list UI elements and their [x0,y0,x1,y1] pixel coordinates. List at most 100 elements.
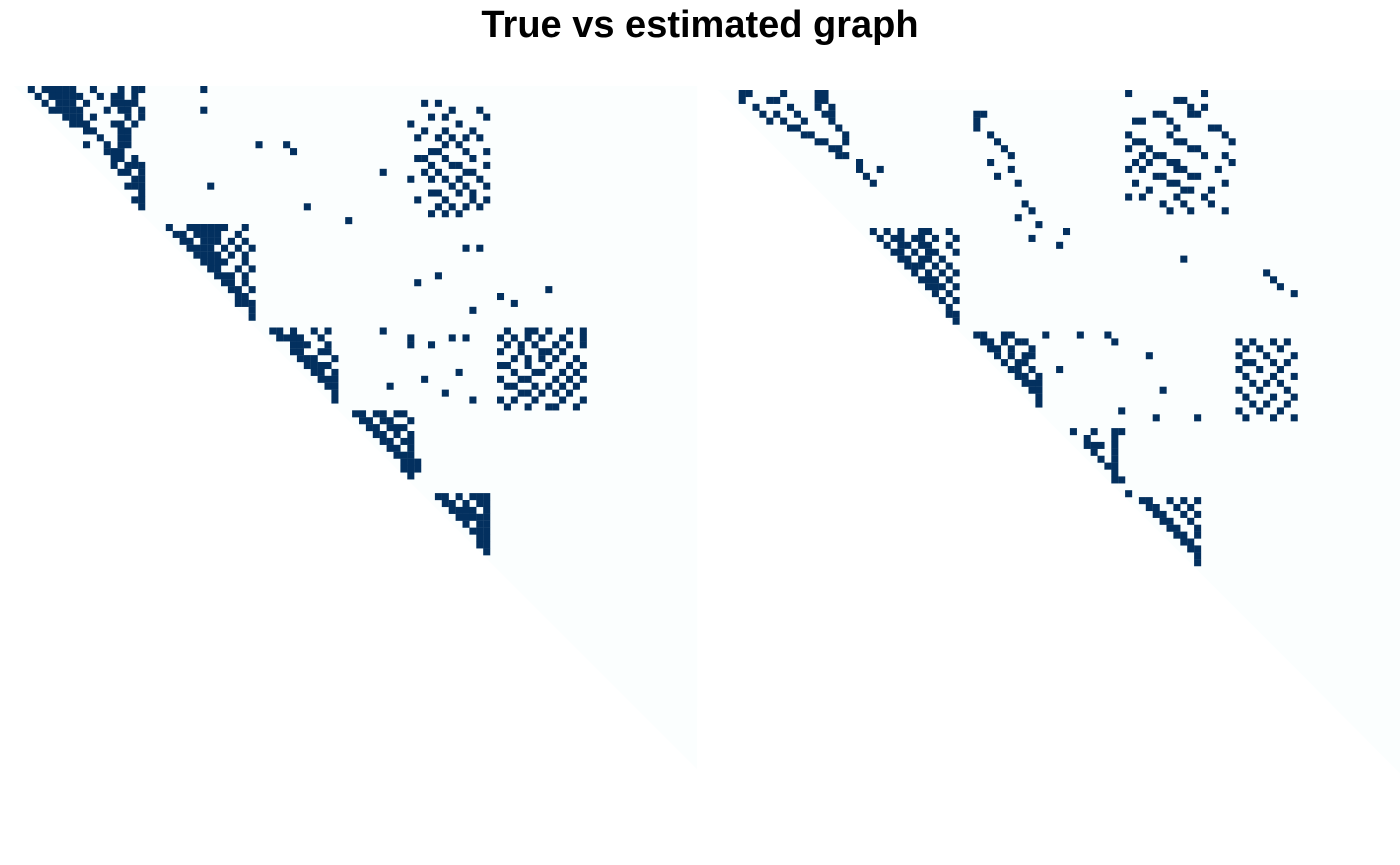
edge-cell [483,534,491,542]
edge-cell [359,410,367,418]
edge-cell [386,444,394,452]
edge-cell [200,244,208,252]
edge-cell [1249,379,1257,387]
edge-cell [434,134,442,142]
edge-cell [69,113,77,121]
edge-cell [455,513,463,521]
edge-cell [103,106,111,114]
edge-cell [448,182,456,190]
edge-cell [117,155,125,163]
edge-cell [407,120,415,128]
edge-cell [897,234,905,242]
edge-cell [248,299,256,307]
edge-cell [207,237,215,245]
edge-cell [1187,186,1195,194]
edge-cell [1242,359,1250,367]
edge-cell [1145,497,1153,505]
edge-cell [283,334,291,342]
edge-cell [1063,228,1071,236]
edge-cell [441,210,449,218]
edge-cell [55,106,63,114]
edge-cell [1173,193,1181,201]
edge-cell [842,152,850,160]
edge-cell [476,203,484,211]
edge-cell [1014,372,1022,380]
edge-cell [248,306,256,314]
edge-cell [483,148,491,156]
edge-cell [1187,110,1195,118]
edge-cell [572,403,580,411]
edge-cell [821,90,829,98]
edge-cell [945,276,953,284]
edge-cell [1290,372,1298,380]
edge-cell [248,313,256,321]
edge-cell [1194,524,1202,532]
edge-cell [552,403,560,411]
edge-cell [1090,428,1098,436]
edge-cell [503,382,511,390]
edge-cell [945,228,953,236]
edge-cell [1276,407,1284,415]
edge-cell [952,269,960,277]
edge-cell [918,262,926,270]
edge-cell [379,437,387,445]
edge-cell [241,258,249,266]
edge-cell [131,161,139,169]
edge-cell [117,168,125,176]
edge-cell [1111,476,1119,484]
edge-cell [462,134,470,142]
edge-cell [407,431,415,439]
edge-cell [227,251,235,259]
edge-cell [503,403,511,411]
edge-cell [987,159,995,167]
edge-cell [462,520,470,528]
edge-cell [138,161,146,169]
edge-cell [124,99,132,107]
edge-cell [559,368,567,376]
edge-cell [1221,207,1229,215]
edge-cell [566,389,574,397]
edge-cell [331,355,339,363]
edge-cell [973,110,981,118]
edge-cell [462,334,470,342]
edge-cell [455,368,463,376]
edge-cell [41,99,49,107]
edge-cell [1194,497,1202,505]
upper-triangle-background [14,86,698,770]
edge-cell [55,92,63,100]
edge-cell [379,410,387,418]
edge-cell [83,99,91,107]
edge-cell [579,375,587,383]
edge-cell [455,493,463,501]
edge-cell [925,269,933,277]
edge-cell [248,244,256,252]
edge-cell [62,113,70,121]
edge-cell [448,106,456,114]
edge-cell [469,513,477,521]
edge-cell [448,506,456,514]
edge-cell [469,168,477,176]
edge-cell [414,279,422,287]
edge-cell [89,127,97,135]
edge-cell [503,327,511,335]
edge-cell [110,148,118,156]
edge-cell [214,237,222,245]
edge-cell [1207,124,1215,132]
edge-cell [787,103,795,111]
edge-cell [1194,559,1202,567]
edge-cell [821,138,829,146]
edge-cell [1270,393,1278,401]
edge-cell [62,86,70,94]
edge-cell [1021,200,1029,208]
edge-cell [434,189,442,197]
edge-cell [241,272,249,280]
edge-cell [365,424,373,432]
edge-cell [1283,386,1291,394]
edge-cell [462,244,470,252]
edge-cell [1007,366,1015,374]
edge-cell [897,228,905,236]
edge-cell [1290,414,1298,422]
edge-cell [310,327,318,335]
edge-cell [414,134,422,142]
edge-cell [476,244,484,252]
